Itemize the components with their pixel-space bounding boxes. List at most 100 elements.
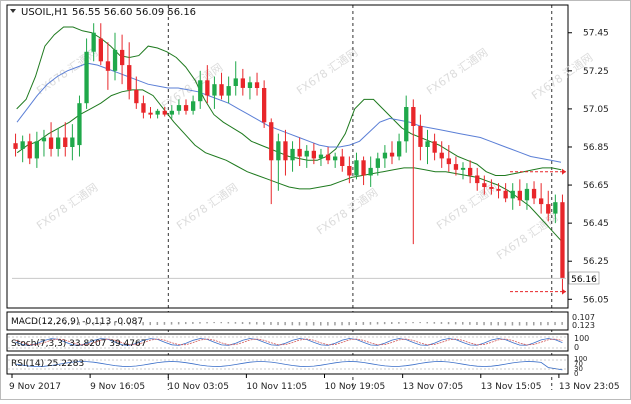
candle-body: [496, 188, 501, 191]
macd-label: MACD(12,26,9) -0.113 -0.087: [11, 317, 143, 327]
candle-body: [56, 137, 61, 149]
candles-layer: [13, 23, 565, 292]
macd-bar: [327, 322, 329, 326]
macd-bar: [362, 322, 365, 325]
macd-bar: [405, 322, 407, 324]
candle-body: [240, 78, 245, 88]
macd-bar: [177, 322, 180, 325]
time-tick-label: 9 Nov 2017: [9, 382, 61, 392]
candle-body: [489, 187, 494, 189]
candle-body: [382, 152, 388, 159]
candle-body: [77, 103, 82, 146]
macd-bar: [135, 322, 137, 326]
current-price-badge: 56.16: [568, 271, 600, 285]
macd-bar: [334, 322, 336, 326]
macd-bar: [270, 322, 272, 325]
macd-bar: [163, 322, 166, 325]
macd-bar: [156, 322, 159, 325]
candle-body: [368, 167, 373, 176]
time-tick-label: 10 Nov 03:05: [168, 382, 229, 392]
macd-bar: [398, 322, 400, 324]
time-tick-label: 9 Nov 16:05: [90, 382, 145, 392]
candle-body: [432, 141, 437, 153]
candle-body: [13, 143, 18, 149]
candle-body: [318, 154, 324, 159]
candle-body: [482, 183, 487, 187]
candle-body: [254, 82, 260, 88]
candle-body: [176, 105, 182, 111]
candle-body: [425, 141, 430, 147]
candle-body: [304, 150, 309, 157]
candle-body: [475, 175, 480, 184]
macd-bar: [497, 322, 499, 326]
candle-body: [105, 61, 111, 71]
macd-bar: [433, 322, 436, 324]
rsi-tick-70: 70: [574, 360, 583, 368]
candle-body: [297, 148, 302, 157]
macd-bar: [426, 322, 428, 324]
macd-bar: [511, 322, 514, 326]
macd-bar: [14, 322, 17, 323]
stoch-label: Stoch(7,3,3) 33.8207 39.4767: [11, 339, 146, 349]
candle-body: [70, 137, 75, 147]
macd-bar: [540, 322, 542, 326]
candle-body: [141, 103, 146, 113]
candle-body: [98, 38, 103, 62]
macd-bar: [64, 322, 66, 325]
time-tick-label: 10 Nov 19:05: [325, 382, 386, 392]
macd-bar: [490, 322, 492, 326]
candle-body: [453, 164, 459, 170]
macd-bar: [312, 322, 315, 326]
candle-body: [212, 84, 217, 96]
macd-bar: [50, 322, 52, 325]
macd-bar: [234, 322, 237, 324]
macd-bar: [199, 322, 201, 324]
candle-body: [226, 86, 231, 96]
macd-bar: [114, 322, 116, 326]
rsi-lines: [8, 359, 567, 371]
macd-bar: [476, 322, 478, 325]
macd-bar: [376, 322, 379, 325]
macd-tick-bottom: 0.123: [572, 321, 595, 330]
macd-bar: [248, 322, 251, 325]
macd-bar: [57, 322, 59, 325]
macd-bar: [547, 322, 549, 326]
macd-bar: [28, 322, 31, 324]
collapse-arrow-icon[interactable]: [10, 9, 16, 13]
price-tick-label: 57.25: [583, 67, 609, 77]
candle-body: [269, 122, 274, 161]
macd-tick-top: 0.107: [572, 313, 595, 322]
candle-body: [333, 156, 338, 161]
macd-bar: [170, 322, 173, 325]
candle-body: [361, 160, 366, 176]
candle-body: [148, 112, 153, 115]
price-tick-label: 56.65: [583, 181, 609, 191]
price-tick-label: 57.45: [583, 29, 609, 39]
macd-bar: [35, 322, 38, 324]
candle-body: [354, 160, 359, 176]
macd-bar: [21, 322, 24, 324]
macd-bar: [213, 322, 215, 324]
candle-body: [41, 137, 47, 142]
candle-body: [311, 150, 316, 159]
low-marker-arrow: [562, 288, 566, 295]
candle-body: [219, 84, 224, 96]
candle-body: [63, 137, 68, 147]
current-price-line: [12, 168, 566, 295]
candle-body: [517, 190, 522, 201]
rsi-label: RSI(14) 25.2283: [11, 359, 84, 369]
time-tick-label: 13 Nov 15:05: [481, 382, 542, 392]
candle-body: [411, 107, 416, 126]
macd-bar: [291, 322, 294, 326]
macd-bar: [383, 322, 386, 325]
candle-body: [276, 141, 281, 161]
candle-body: [524, 188, 530, 201]
macd-bar: [185, 322, 187, 325]
price-tick-label: 57.05: [583, 105, 609, 115]
candle-body: [20, 141, 25, 149]
macd-bar: [227, 322, 230, 324]
candle-body: [169, 110, 174, 115]
price-tick-label: 56.05: [583, 295, 609, 305]
macd-bar: [43, 322, 45, 325]
macd-bar: [85, 322, 88, 326]
